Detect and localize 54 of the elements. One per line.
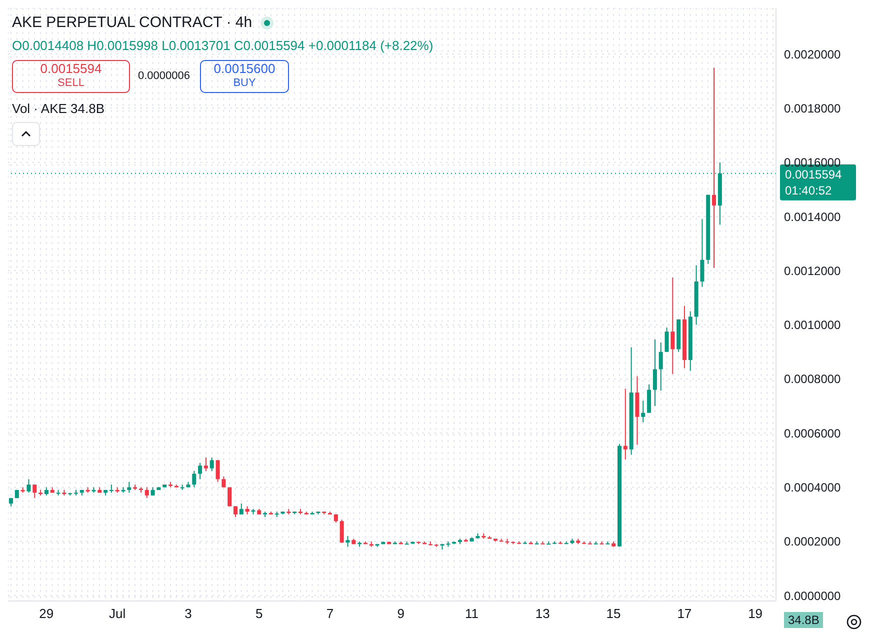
y-tick-label: 0.0008000 (784, 372, 842, 386)
text: O0.0014408 H0.0015998 L0.0013701 C0.0015594 +0.0001184 (+8.22%) (12, 38, 434, 53)
candlestick (340, 519, 344, 544)
x-tick-label: 11 (465, 606, 479, 622)
annotation: Vol · AKE 34.8B (12, 101, 105, 116)
y-tick-label: 0.0004000 (784, 480, 842, 495)
x-tick-label: Jul (108, 606, 126, 622)
x-tick-label: 5 (255, 606, 263, 622)
y-tick-label: 0.0020000 (784, 47, 842, 62)
annotation: 0.0000006 (138, 70, 190, 82)
candlestick (216, 460, 220, 482)
candlestick (210, 456, 214, 472)
text: 01:40:52 (785, 183, 832, 198)
annotation: BUY (232, 76, 257, 90)
y-tick-label: 0.0014000 (784, 210, 842, 224)
candlestick (204, 456, 208, 472)
x-tick-label: 13 (535, 606, 550, 622)
candlestick (233, 506, 238, 518)
x-tick-label: 17 (677, 606, 692, 622)
candlestick (346, 536, 350, 548)
x-tick-label: 9 (397, 606, 404, 622)
candlestick (641, 400, 646, 423)
candlestick (32, 484, 37, 499)
x-tick-label: 15 (606, 606, 621, 622)
annotation: 0.0015600 (212, 61, 276, 76)
x-tick-label: 3 (184, 606, 192, 622)
annotation: SELL (56, 76, 86, 90)
candlestick (664, 327, 669, 352)
candlestick (239, 503, 244, 515)
candlestick (192, 470, 196, 488)
y-tick-label: 0.0002000 (784, 534, 842, 549)
candlestick (652, 338, 657, 407)
candlestick (658, 342, 663, 392)
candlestick (700, 218, 704, 288)
candlestick (222, 476, 226, 488)
ref-line-label: 0.0015594 (785, 167, 842, 182)
candlestick (198, 462, 202, 480)
candlestick (647, 384, 652, 414)
candlestick (144, 486, 149, 499)
candlestick (127, 481, 132, 494)
y-tick-label: 0.0012000 (784, 264, 842, 278)
text: 34.8B (784, 612, 824, 628)
candlestick (670, 276, 675, 375)
y-tick-label: 0.0018000 (784, 101, 842, 116)
chart-title: AKE PERPETUAL CONTRACT · 4h (12, 14, 252, 31)
y-tick-label: 0.0000000 (784, 588, 842, 603)
candlestick (623, 388, 628, 460)
y-tick-label: 0.0006000 (784, 426, 842, 440)
x-tick-label: 19 (748, 606, 763, 622)
y-tick-label: 0.0010000 (784, 318, 842, 332)
annotation: 0.0015594 (39, 61, 103, 76)
x-tick-label: 7 (326, 606, 334, 622)
x-tick-label: 29 (39, 606, 54, 622)
candlestick (26, 478, 31, 494)
